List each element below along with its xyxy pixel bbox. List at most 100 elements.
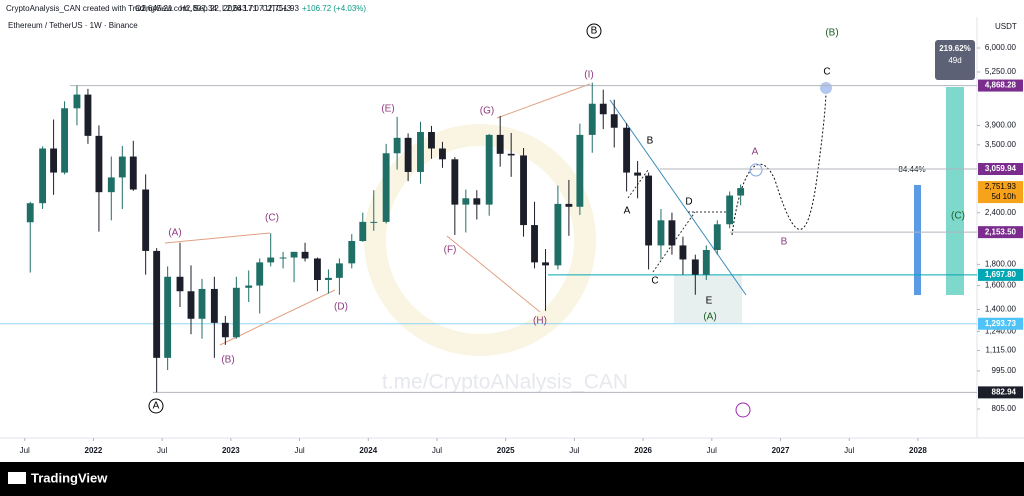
candle-body (221, 322, 229, 338)
level-tag (978, 226, 1023, 239)
x-tick-label: 2022 (85, 446, 103, 455)
y-tick-label: 2,400.00 (985, 208, 1017, 217)
candle-body (485, 134, 493, 205)
candle-body (713, 224, 721, 250)
candle-body (473, 198, 481, 205)
level-tag (978, 163, 1023, 176)
x-tick-label: 2023 (222, 446, 240, 455)
x-tick-label: Jul (432, 446, 442, 455)
x-tick-label: Jul (569, 446, 579, 455)
candle-body (198, 288, 206, 319)
wave-label: (I) (584, 70, 593, 81)
candle-body (382, 153, 390, 222)
candle-body (565, 203, 573, 207)
level-label: 3,059.94 (985, 164, 1017, 173)
target-point (820, 82, 832, 94)
candle-body (645, 175, 653, 246)
legend-value: C2,751.93 (262, 4, 299, 13)
candle-body (691, 259, 699, 275)
candle-body (348, 240, 356, 264)
x-tick-label: Jul (707, 446, 717, 455)
candle-body (439, 148, 446, 160)
plot: 6,000.00 5,250.00 3,900.00 3,500.00 2,400.00… (0, 26, 1023, 455)
level-tag (978, 79, 1023, 92)
candle-body (542, 262, 549, 266)
countdown: 5d 10h (992, 192, 1016, 201)
wave-label: (B) (221, 355, 234, 366)
marker (749, 163, 763, 177)
candle-body (324, 277, 332, 281)
wave-label: B (781, 237, 788, 248)
candle-body (520, 155, 527, 226)
candle-body (623, 127, 631, 173)
candle-body (599, 103, 607, 115)
candle-body (657, 220, 665, 246)
candle-body (84, 94, 92, 136)
candle-body (232, 287, 240, 338)
wave-label: B (591, 26, 598, 37)
zone-box (674, 275, 742, 323)
header-text: CryptoAnalysis_CAN created with TradingV… (6, 4, 292, 13)
wave-label: (C) (265, 213, 279, 224)
level-label: 1,697.80 (985, 270, 1017, 279)
level-label: 1,293.73 (985, 319, 1017, 328)
wave-label: B (647, 136, 654, 147)
candle-body (634, 172, 642, 176)
level-tag (978, 268, 1023, 281)
x-tick-label: 2025 (497, 446, 515, 455)
candle-body (370, 221, 378, 223)
candle-body (462, 198, 470, 205)
candle-body (301, 251, 309, 259)
candle-body (290, 251, 298, 258)
candle-body (176, 276, 184, 292)
x-tick-label: Jul (844, 446, 854, 455)
wave-label: C (651, 276, 658, 287)
measure-percent-2: 84.44% (898, 165, 925, 174)
candle-body (679, 245, 687, 260)
measure-duration: 49d (948, 56, 961, 65)
candle-body (335, 263, 343, 278)
candle-body (256, 262, 264, 286)
x-tick-label: 2027 (772, 446, 790, 455)
candle-body (359, 221, 367, 241)
wave-label: (H) (533, 316, 547, 327)
y-tick-label: 1,800.00 (985, 259, 1017, 268)
candle-body (554, 203, 562, 266)
wave-label: A (153, 401, 160, 412)
currency: USDT (995, 22, 1017, 31)
candle-body (451, 159, 459, 205)
candle-body (153, 250, 161, 358)
brand-logo (8, 472, 26, 484)
level-tag (978, 386, 1023, 399)
candle-body (39, 148, 47, 204)
candle-body (531, 225, 538, 263)
wave-label: (E) (381, 104, 394, 115)
wave-label: C (823, 67, 830, 78)
legend-value: L2,643.71 (222, 4, 258, 13)
last-price-tag (978, 181, 1023, 204)
footer (0, 462, 1024, 496)
level-tag (978, 317, 1023, 330)
last-price-label: 2,751.93 (985, 182, 1017, 191)
y-tick-label: 3,500.00 (985, 140, 1017, 149)
x-tick-label: 2028 (909, 446, 927, 455)
candle-body (588, 103, 596, 135)
projection-bar (914, 185, 921, 295)
header-bar (0, 0, 1024, 17)
candle-body (702, 249, 710, 275)
candle-body (107, 177, 115, 193)
y-tick-label: 1,400.00 (985, 305, 1017, 314)
wave-label: A (624, 206, 631, 217)
wave-label: (A) (168, 228, 181, 239)
wave-label: (B) (825, 28, 838, 39)
y-tick-label: 1,600.00 (985, 281, 1017, 290)
candle-body (279, 257, 287, 259)
watermark-logo (364, 124, 596, 356)
symbol: Ethereum / TetherUS · 1W · Binance (8, 21, 138, 30)
wave-label: (G) (480, 106, 494, 117)
candle-body (129, 156, 137, 190)
circle-mark (148, 398, 164, 414)
legend-value: +106.72 (+4.03%) (302, 4, 366, 13)
wave-label: E (706, 296, 713, 307)
